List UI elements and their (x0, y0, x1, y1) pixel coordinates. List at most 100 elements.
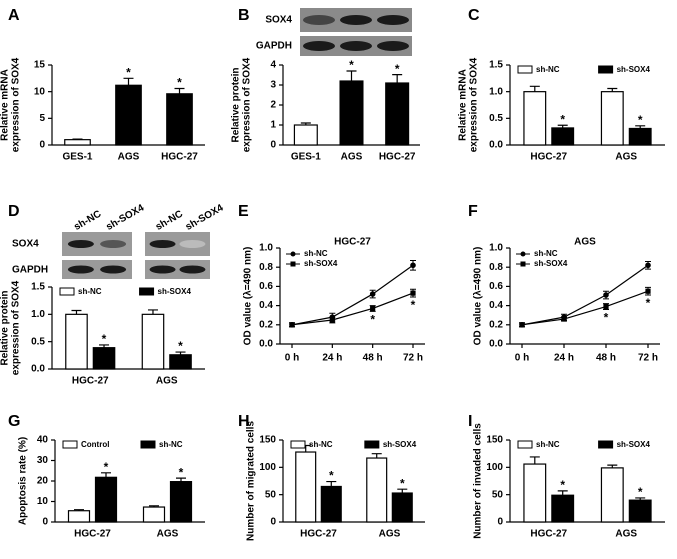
error-bar (300, 122, 311, 125)
significance-mark: * (102, 332, 107, 346)
y-axis-label: Apoptosis rate (%) (18, 437, 29, 525)
blot-label: SOX4 (265, 15, 292, 26)
x-tick-label: HGC-27 (300, 529, 337, 540)
line (291, 292, 414, 326)
line (521, 290, 649, 326)
significance-mark: * (411, 298, 416, 312)
x-tick-label: AGS (379, 529, 401, 540)
y-axis-label: expression of SOX4 (11, 57, 22, 152)
y-axis-label: Relative mRNA (0, 69, 11, 141)
error-bar (74, 509, 84, 511)
x-tick-label: AGS (157, 529, 179, 540)
significance-mark: * (604, 311, 609, 325)
lane-label: sh-NC (154, 209, 185, 233)
band (149, 240, 176, 248)
error-bar (607, 87, 618, 92)
x-tick-label: HGC-27 (74, 529, 111, 540)
blot-label: SOX4 (12, 239, 39, 250)
x-tick-label: HGC-27 (530, 529, 567, 540)
band (340, 15, 372, 25)
significance-mark: * (638, 113, 643, 127)
x-tick-label: AGS (156, 376, 178, 387)
significance-mark: * (638, 485, 643, 499)
error-bar (529, 456, 540, 465)
band (377, 41, 409, 51)
x-tick-label: 72 h (638, 353, 658, 364)
x-tick-label: GES-1 (291, 152, 321, 163)
x-tick-label: AGS (118, 152, 140, 163)
legend-swatch (598, 65, 614, 74)
y-axis-label: expression of SOX4 (242, 57, 253, 152)
blot-label: GAPDH (12, 265, 48, 276)
legend-label: sh-NC (304, 249, 328, 258)
bar (94, 476, 118, 523)
significance-mark: * (400, 476, 405, 490)
legend-label: sh-SOX4 (304, 259, 338, 268)
x-tick-label: HGC-27 (530, 152, 567, 163)
bar (320, 485, 342, 523)
bar (391, 492, 413, 523)
y-tick-label: 0.4 (489, 300, 503, 311)
lane-label: sh-SOX4 (104, 202, 146, 233)
significance-mark: * (370, 313, 375, 327)
significance-mark: * (560, 478, 565, 492)
bar (339, 80, 364, 146)
legend-label: sh-SOX4 (383, 440, 417, 449)
bar (293, 124, 318, 146)
legend-label: sh-NC (309, 440, 333, 449)
band (303, 41, 335, 51)
legend-swatch (59, 287, 75, 296)
y-tick-label: 2 (270, 100, 276, 111)
marker (289, 322, 295, 328)
band (377, 15, 409, 25)
y-axis-label: Relative protein (231, 67, 242, 142)
y-tick-label: 0.5 (31, 336, 45, 347)
bar (523, 463, 547, 523)
panel-letter: E (238, 203, 249, 220)
bar (92, 347, 116, 370)
significance-mark: * (126, 66, 131, 80)
blot (62, 260, 132, 279)
y-tick-label: 0.5 (489, 113, 503, 124)
bar (141, 313, 165, 370)
x-tick-label: 72 h (403, 353, 423, 364)
y-tick-label: 10 (37, 496, 49, 507)
error-bar (71, 309, 82, 315)
significance-mark: * (560, 112, 565, 126)
legend-label: sh-NC (536, 440, 560, 449)
bar (366, 457, 388, 523)
x-tick-label: 0 h (285, 353, 299, 364)
error-bar (392, 74, 403, 83)
bar (64, 139, 91, 146)
panel-letter: I (468, 413, 472, 430)
y-axis-label: Number of migrated cells (246, 421, 257, 541)
error-bar (557, 124, 568, 128)
x-tick-label: 48 h (363, 353, 383, 364)
marker (519, 322, 525, 328)
legend-swatch (139, 287, 155, 296)
band (179, 265, 206, 274)
y-tick-label: 1.0 (31, 309, 45, 320)
band (67, 240, 94, 248)
y-tick-label: 0.0 (31, 364, 45, 375)
legend-swatch (140, 440, 156, 449)
y-tick-label: 5 (39, 113, 45, 124)
y-tick-label: 150 (259, 435, 276, 446)
error-bar (176, 477, 186, 482)
error-bar (607, 464, 618, 468)
error-bar (101, 472, 111, 478)
x-tick-label: AGS (615, 152, 637, 163)
bar (551, 127, 575, 146)
chart-title: HGC-27 (334, 237, 371, 248)
y-tick-label: 0.0 (489, 140, 503, 151)
legend-swatch (517, 65, 533, 74)
y-axis-label: Number of invaded cells (473, 423, 484, 539)
marker (410, 262, 416, 269)
band (67, 265, 94, 274)
x-tick-label: 0 h (515, 353, 529, 364)
legend-label: sh-SOX4 (617, 440, 651, 449)
bar (600, 467, 624, 523)
y-tick-label: 0.2 (489, 319, 503, 330)
band (100, 240, 127, 248)
y-tick-label: 0.6 (489, 281, 503, 292)
